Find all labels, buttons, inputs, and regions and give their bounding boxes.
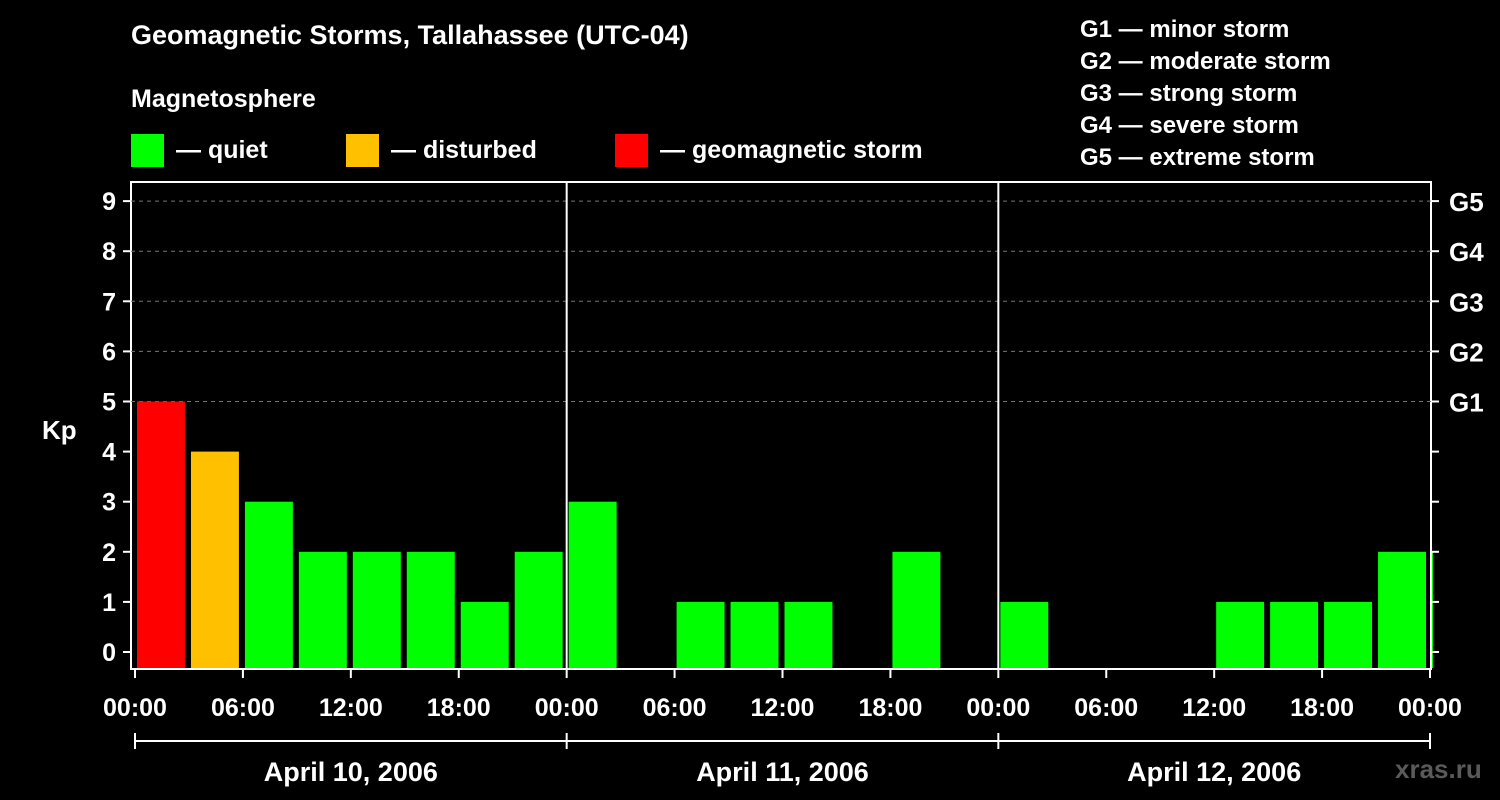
legend-label-quiet: — quiet — [176, 135, 268, 164]
x-tick-label: 06:00 — [1074, 694, 1138, 722]
y-tick-label: 5 — [102, 389, 116, 417]
y-axis-label: Kp — [42, 415, 77, 445]
plot-frame — [130, 181, 1432, 670]
legend-label-disturbed: — disturbed — [391, 135, 537, 164]
x-tick-label: 12:00 — [1182, 694, 1246, 722]
storm-scale-g1: G1 — minor storm — [1080, 16, 1290, 43]
g-scale-label: G4 — [1449, 237, 1484, 267]
kp-bar — [1378, 551, 1426, 668]
x-tick-label: 06:00 — [211, 694, 275, 722]
kp-bar — [1270, 601, 1319, 668]
day-label: April 10, 2006 — [264, 757, 438, 787]
x-tick-label: 12:00 — [751, 694, 815, 722]
y-tick-label: 8 — [102, 238, 116, 266]
legend-item-quiet: — quiet — [131, 133, 268, 167]
kp-bar — [568, 501, 617, 668]
legend-item-disturbed: — disturbed — [346, 133, 537, 167]
x-tick-label: 00:00 — [535, 694, 599, 722]
kp-bar — [460, 601, 509, 668]
day-label: April 11, 2006 — [696, 757, 869, 787]
legend-swatch-disturbed — [346, 133, 379, 167]
kp-bar — [298, 551, 347, 668]
kp-bar — [137, 401, 185, 668]
storm-scale-g4: G4 — severe storm — [1080, 112, 1299, 139]
kp-bar — [352, 551, 401, 668]
g-scale-label: G5 — [1449, 187, 1484, 217]
y-tick-label: 9 — [102, 188, 116, 216]
kp-bar — [1324, 601, 1373, 668]
kp-bar — [784, 601, 833, 668]
kp-bar — [406, 551, 455, 668]
kp-bar — [190, 451, 239, 668]
storm-scale-g3: G3 — strong storm — [1080, 80, 1298, 107]
legend-title: Magnetosphere — [131, 85, 316, 113]
y-tick-label: 3 — [102, 489, 116, 517]
x-tick-label: 00:00 — [1398, 694, 1462, 722]
g-scale-label: G2 — [1449, 337, 1484, 367]
kp-bar — [892, 551, 941, 668]
watermark: xras.ru — [1395, 754, 1482, 784]
g-scale-label: G3 — [1449, 287, 1484, 317]
kp-bar — [676, 601, 725, 668]
kp-bar — [1000, 601, 1049, 668]
x-tick-label: 18:00 — [1290, 694, 1354, 722]
y-tick-label: 0 — [102, 639, 116, 667]
y-tick-label: 7 — [102, 288, 116, 316]
legend-swatch-quiet — [131, 133, 164, 167]
y-tick-label: 2 — [102, 539, 116, 567]
storm-scale-legend: G1 — minor storm G2 — moderate storm G3 … — [1080, 14, 1331, 174]
day-label: April 12, 2006 — [1127, 757, 1301, 787]
x-tick-label: 00:00 — [966, 694, 1030, 722]
legend-label-storm: — geomagnetic storm — [660, 135, 923, 164]
y-tick-label: 6 — [102, 338, 116, 366]
chart-title: Geomagnetic Storms, Tallahassee (UTC-04) — [131, 20, 689, 50]
storm-scale-g2: G2 — moderate storm — [1080, 48, 1331, 75]
kp-bar — [730, 601, 779, 668]
kp-bar — [1216, 601, 1265, 668]
y-tick-label: 1 — [102, 589, 116, 617]
x-tick-label: 00:00 — [103, 694, 167, 722]
x-tick-label: 18:00 — [858, 694, 922, 722]
kp-bar — [244, 501, 293, 668]
legend-item-storm: — geomagnetic storm — [615, 133, 923, 167]
kp-bar — [514, 551, 563, 668]
kp-bar — [1432, 551, 1433, 668]
legend-swatch-storm — [615, 133, 648, 167]
g-scale-label: G1 — [1449, 388, 1484, 418]
x-tick-label: 06:00 — [643, 694, 707, 722]
x-tick-label: 12:00 — [319, 694, 383, 722]
y-tick-label: 4 — [102, 439, 116, 467]
storm-scale-g5: G5 — extreme storm — [1080, 144, 1315, 171]
x-tick-label: 18:00 — [427, 694, 491, 722]
